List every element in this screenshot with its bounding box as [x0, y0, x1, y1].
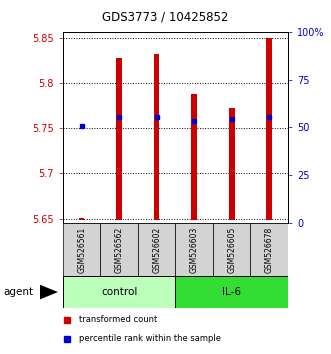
Bar	[191, 94, 197, 220]
Text: GDS3773 / 10425852: GDS3773 / 10425852	[102, 11, 229, 24]
Text: agent: agent	[3, 287, 33, 297]
Text: GSM526605: GSM526605	[227, 226, 236, 273]
FancyBboxPatch shape	[213, 223, 251, 276]
Bar	[154, 53, 160, 220]
Bar	[117, 58, 122, 220]
Text: transformed count: transformed count	[79, 315, 157, 324]
FancyBboxPatch shape	[138, 223, 175, 276]
Bar	[229, 108, 234, 220]
FancyBboxPatch shape	[63, 223, 100, 276]
FancyBboxPatch shape	[100, 223, 138, 276]
Text: control: control	[101, 287, 137, 297]
FancyBboxPatch shape	[251, 223, 288, 276]
Bar	[79, 218, 84, 220]
Text: GSM526603: GSM526603	[190, 226, 199, 273]
FancyBboxPatch shape	[63, 276, 175, 308]
Text: GSM526602: GSM526602	[152, 227, 161, 273]
Text: GSM526562: GSM526562	[115, 227, 124, 273]
Text: GSM526561: GSM526561	[77, 227, 86, 273]
Text: GSM526678: GSM526678	[265, 227, 274, 273]
Bar	[266, 38, 272, 220]
Polygon shape	[40, 285, 58, 299]
Text: IL-6: IL-6	[222, 287, 241, 297]
Text: percentile rank within the sample: percentile rank within the sample	[79, 334, 221, 343]
FancyBboxPatch shape	[175, 223, 213, 276]
FancyBboxPatch shape	[175, 276, 288, 308]
